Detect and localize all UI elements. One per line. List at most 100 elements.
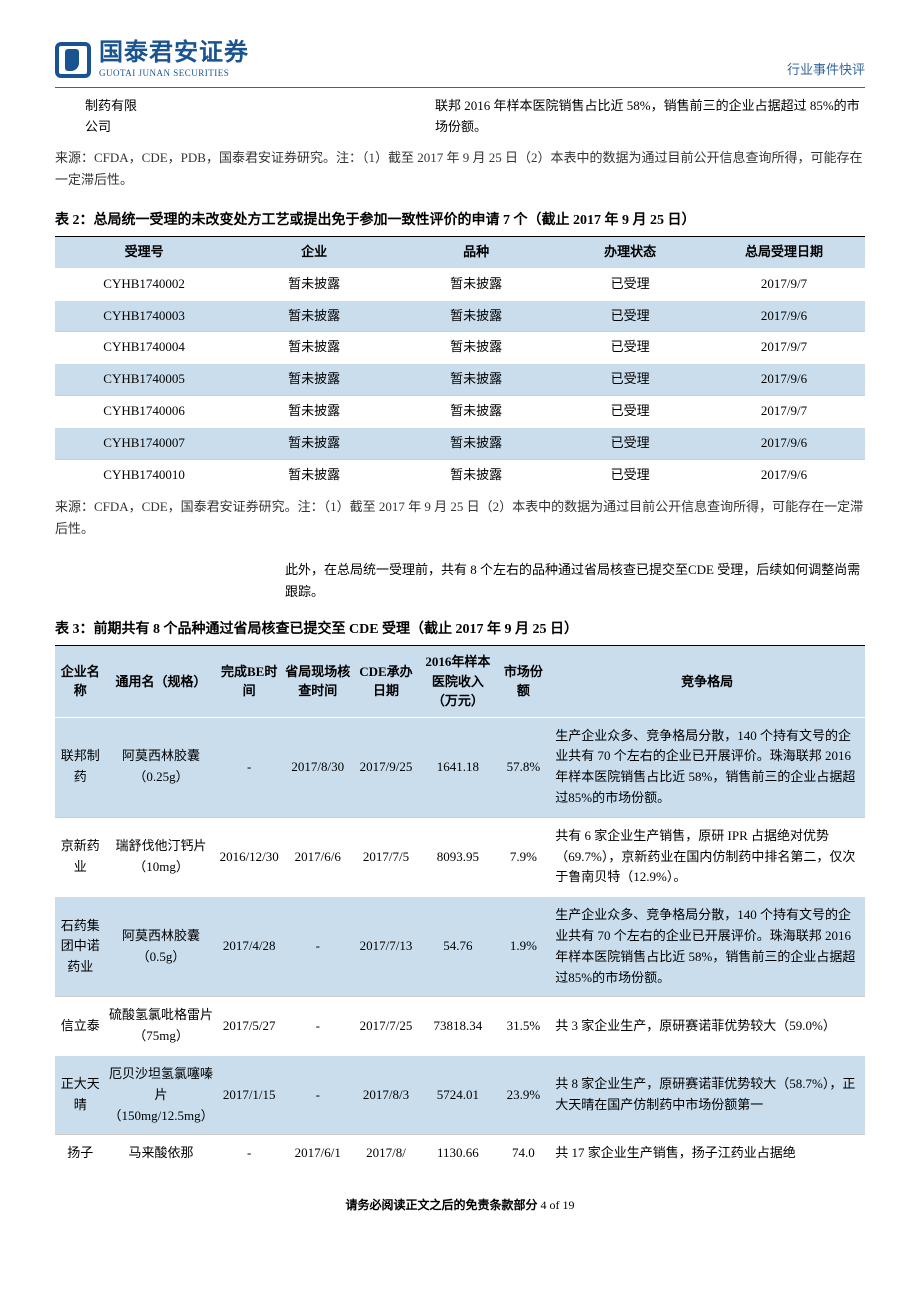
table-cell: 已受理 [557,395,703,427]
table-cell: 2017/6/6 [282,817,354,896]
table-cell: 暂未披露 [233,459,395,490]
table2-header-cell: 品种 [395,237,557,268]
table-cell: 联邦制药 [55,717,105,817]
source-note-2: 来源：CFDA，CDE，国泰君安证券研究。注：（1）截至 2017 年 9 月 … [55,496,865,540]
table-cell: 23.9% [497,1055,549,1134]
table2-header-cell: 企业 [233,237,395,268]
table3-header-cell: CDE承办日期 [354,646,418,717]
table-cell: 暂未披露 [395,427,557,459]
table3-header-cell: 省局现场核查时间 [282,646,354,717]
table-cell: 已受理 [557,332,703,364]
table-cell: 暂未披露 [395,300,557,332]
table-cell: 31.5% [497,997,549,1056]
table-row: 石药集团中诺药业阿莫西林胶囊（0.5g）2017/4/28-2017/7/135… [55,897,865,997]
table-cell: 1130.66 [418,1135,497,1172]
table-cell: 2016/12/30 [217,817,282,896]
table-cell: CYHB1740010 [55,459,233,490]
table-cell: 暂未披露 [233,268,395,300]
table-row: CYHB1740003暂未披露暂未披露已受理2017/9/6 [55,300,865,332]
logo-text-en: GUOTAI JUNAN SECURITIES [99,66,249,80]
table-cell: 石药集团中诺药业 [55,897,105,997]
table-cell: 已受理 [557,459,703,490]
table2-caption: 表 2：总局统一受理的未改变处方工艺或提出免于参加一致性评价的申请 7 个（截止… [55,210,865,237]
table-row: CYHB1740005暂未披露暂未披露已受理2017/9/6 [55,364,865,396]
table3-header-cell: 2016年样本医院收入（万元） [418,646,497,717]
table-cell: 2017/8/30 [282,717,354,817]
table3-header-cell: 企业名称 [55,646,105,717]
table3: 企业名称通用名（规格）完成BE时间省局现场核查时间CDE承办日期2016年样本医… [55,646,865,1172]
table-cell: 暂未披露 [395,459,557,490]
table-row: 正大天晴厄贝沙坦氢氯噻嗪片（150mg/12.5mg）2017/1/15-201… [55,1055,865,1134]
table-cell: 暂未披露 [233,332,395,364]
table-cell: 2017/9/6 [703,459,865,490]
table-cell: 73818.34 [418,997,497,1056]
table-cell: 2017/9/25 [354,717,418,817]
table2: 受理号企业品种办理状态总局受理日期 CYHB1740002暂未披露暂未披露已受理… [55,237,865,490]
table-cell: 暂未披露 [233,364,395,396]
table2-header-cell: 总局受理日期 [703,237,865,268]
table-row: CYHB1740002暂未披露暂未披露已受理2017/9/7 [55,268,865,300]
table-cell: 暂未披露 [395,332,557,364]
table-cell: 暂未披露 [233,427,395,459]
table-cell: 2017/9/7 [703,268,865,300]
table-cell: 2017/8/3 [354,1055,418,1134]
table-cell: 5724.01 [418,1055,497,1134]
table2-header-cell: 受理号 [55,237,233,268]
table-cell: 2017/7/13 [354,897,418,997]
table-cell: 54.76 [418,897,497,997]
table-cell: 暂未披露 [395,364,557,396]
table-cell: 2017/1/15 [217,1055,282,1134]
table-cell: 2017/9/6 [703,427,865,459]
table3-header-cell: 完成BE时间 [217,646,282,717]
table-cell: 阿莫西林胶囊（0.25g） [105,717,216,817]
table3-header-row: 企业名称通用名（规格）完成BE时间省局现场核查时间CDE承办日期2016年样本医… [55,646,865,717]
table-cell: 厄贝沙坦氢氯噻嗪片（150mg/12.5mg） [105,1055,216,1134]
table-cell: 暂未披露 [395,268,557,300]
table-cell: 2017/7/25 [354,997,418,1056]
table-cell: 已受理 [557,427,703,459]
table3-header-cell: 竞争格局 [549,646,865,717]
table-cell: 1641.18 [418,717,497,817]
mid-paragraph: 此外，在总局统一受理前，共有 8 个左右的品种通过省局核查已提交至CDE 受理，… [285,559,865,603]
table-cell: 2017/9/6 [703,300,865,332]
table-cell: - [282,997,354,1056]
table-cell: 瑞舒伐他汀钙片（10mg） [105,817,216,896]
table-cell: CYHB1740005 [55,364,233,396]
table-cell: - [282,897,354,997]
table-cell: CYHB1740006 [55,395,233,427]
table-cell: 已受理 [557,268,703,300]
table-cell: 已受理 [557,300,703,332]
page-header: 国泰君安证券 GUOTAI JUNAN SECURITIES 行业事件快评 [55,40,865,88]
intro-company: 制药有限公司 [85,96,145,138]
table-cell: CYHB1740004 [55,332,233,364]
table-row: 联邦制药阿莫西林胶囊（0.25g）-2017/8/302017/9/251641… [55,717,865,817]
table-cell: CYHB1740002 [55,268,233,300]
table-row: 扬子马来酸依那-2017/6/12017/8/1130.6674.0共 17 家… [55,1135,865,1172]
table-row: 京新药业瑞舒伐他汀钙片（10mg）2016/12/302017/6/62017/… [55,817,865,896]
table-cell: 7.9% [497,817,549,896]
table-cell: 已受理 [557,364,703,396]
table-cell: 共有 6 家企业生产销售，原研 IPR 占据绝对优势（69.7%），京新药业在国… [549,817,865,896]
table-cell: 扬子 [55,1135,105,1172]
header-category: 行业事件快评 [787,60,865,81]
table-cell: 暂未披露 [233,395,395,427]
table-cell: 共 17 家企业生产销售，扬子江药业占据绝 [549,1135,865,1172]
table-cell: 生产企业众多、竞争格局分散，140 个持有文号的企业共有 70 个左右的企业已开… [549,897,865,997]
table-cell: 2017/9/7 [703,395,865,427]
logo-text-cn: 国泰君安证券 [99,40,249,66]
intro-description: 联邦 2016 年样本医院销售占比近 58%，销售前三的企业占据超过 85%的市… [435,96,865,138]
table-cell: 生产企业众多、竞争格局分散，140 个持有文号的企业共有 70 个左右的企业已开… [549,717,865,817]
logo-block: 国泰君安证券 GUOTAI JUNAN SECURITIES [55,40,249,81]
logo-icon [55,42,91,78]
table-cell: 2017/9/7 [703,332,865,364]
table-cell: 正大天晴 [55,1055,105,1134]
source-note-1: 来源：CFDA，CDE，PDB，国泰君安证券研究。注：（1）截至 2017 年 … [55,147,865,191]
table-cell: - [282,1055,354,1134]
footer-disclaimer: 请务必阅读正文之后的免责条款部分 [345,1198,537,1212]
table-cell: 马来酸依那 [105,1135,216,1172]
table-cell: 信立泰 [55,997,105,1056]
table-cell: 2017/6/1 [282,1135,354,1172]
table-row: CYHB1740006暂未披露暂未披露已受理2017/9/7 [55,395,865,427]
table-cell: 共 3 家企业生产，原研赛诺菲优势较大（59.0%） [549,997,865,1056]
table-cell: 57.8% [497,717,549,817]
